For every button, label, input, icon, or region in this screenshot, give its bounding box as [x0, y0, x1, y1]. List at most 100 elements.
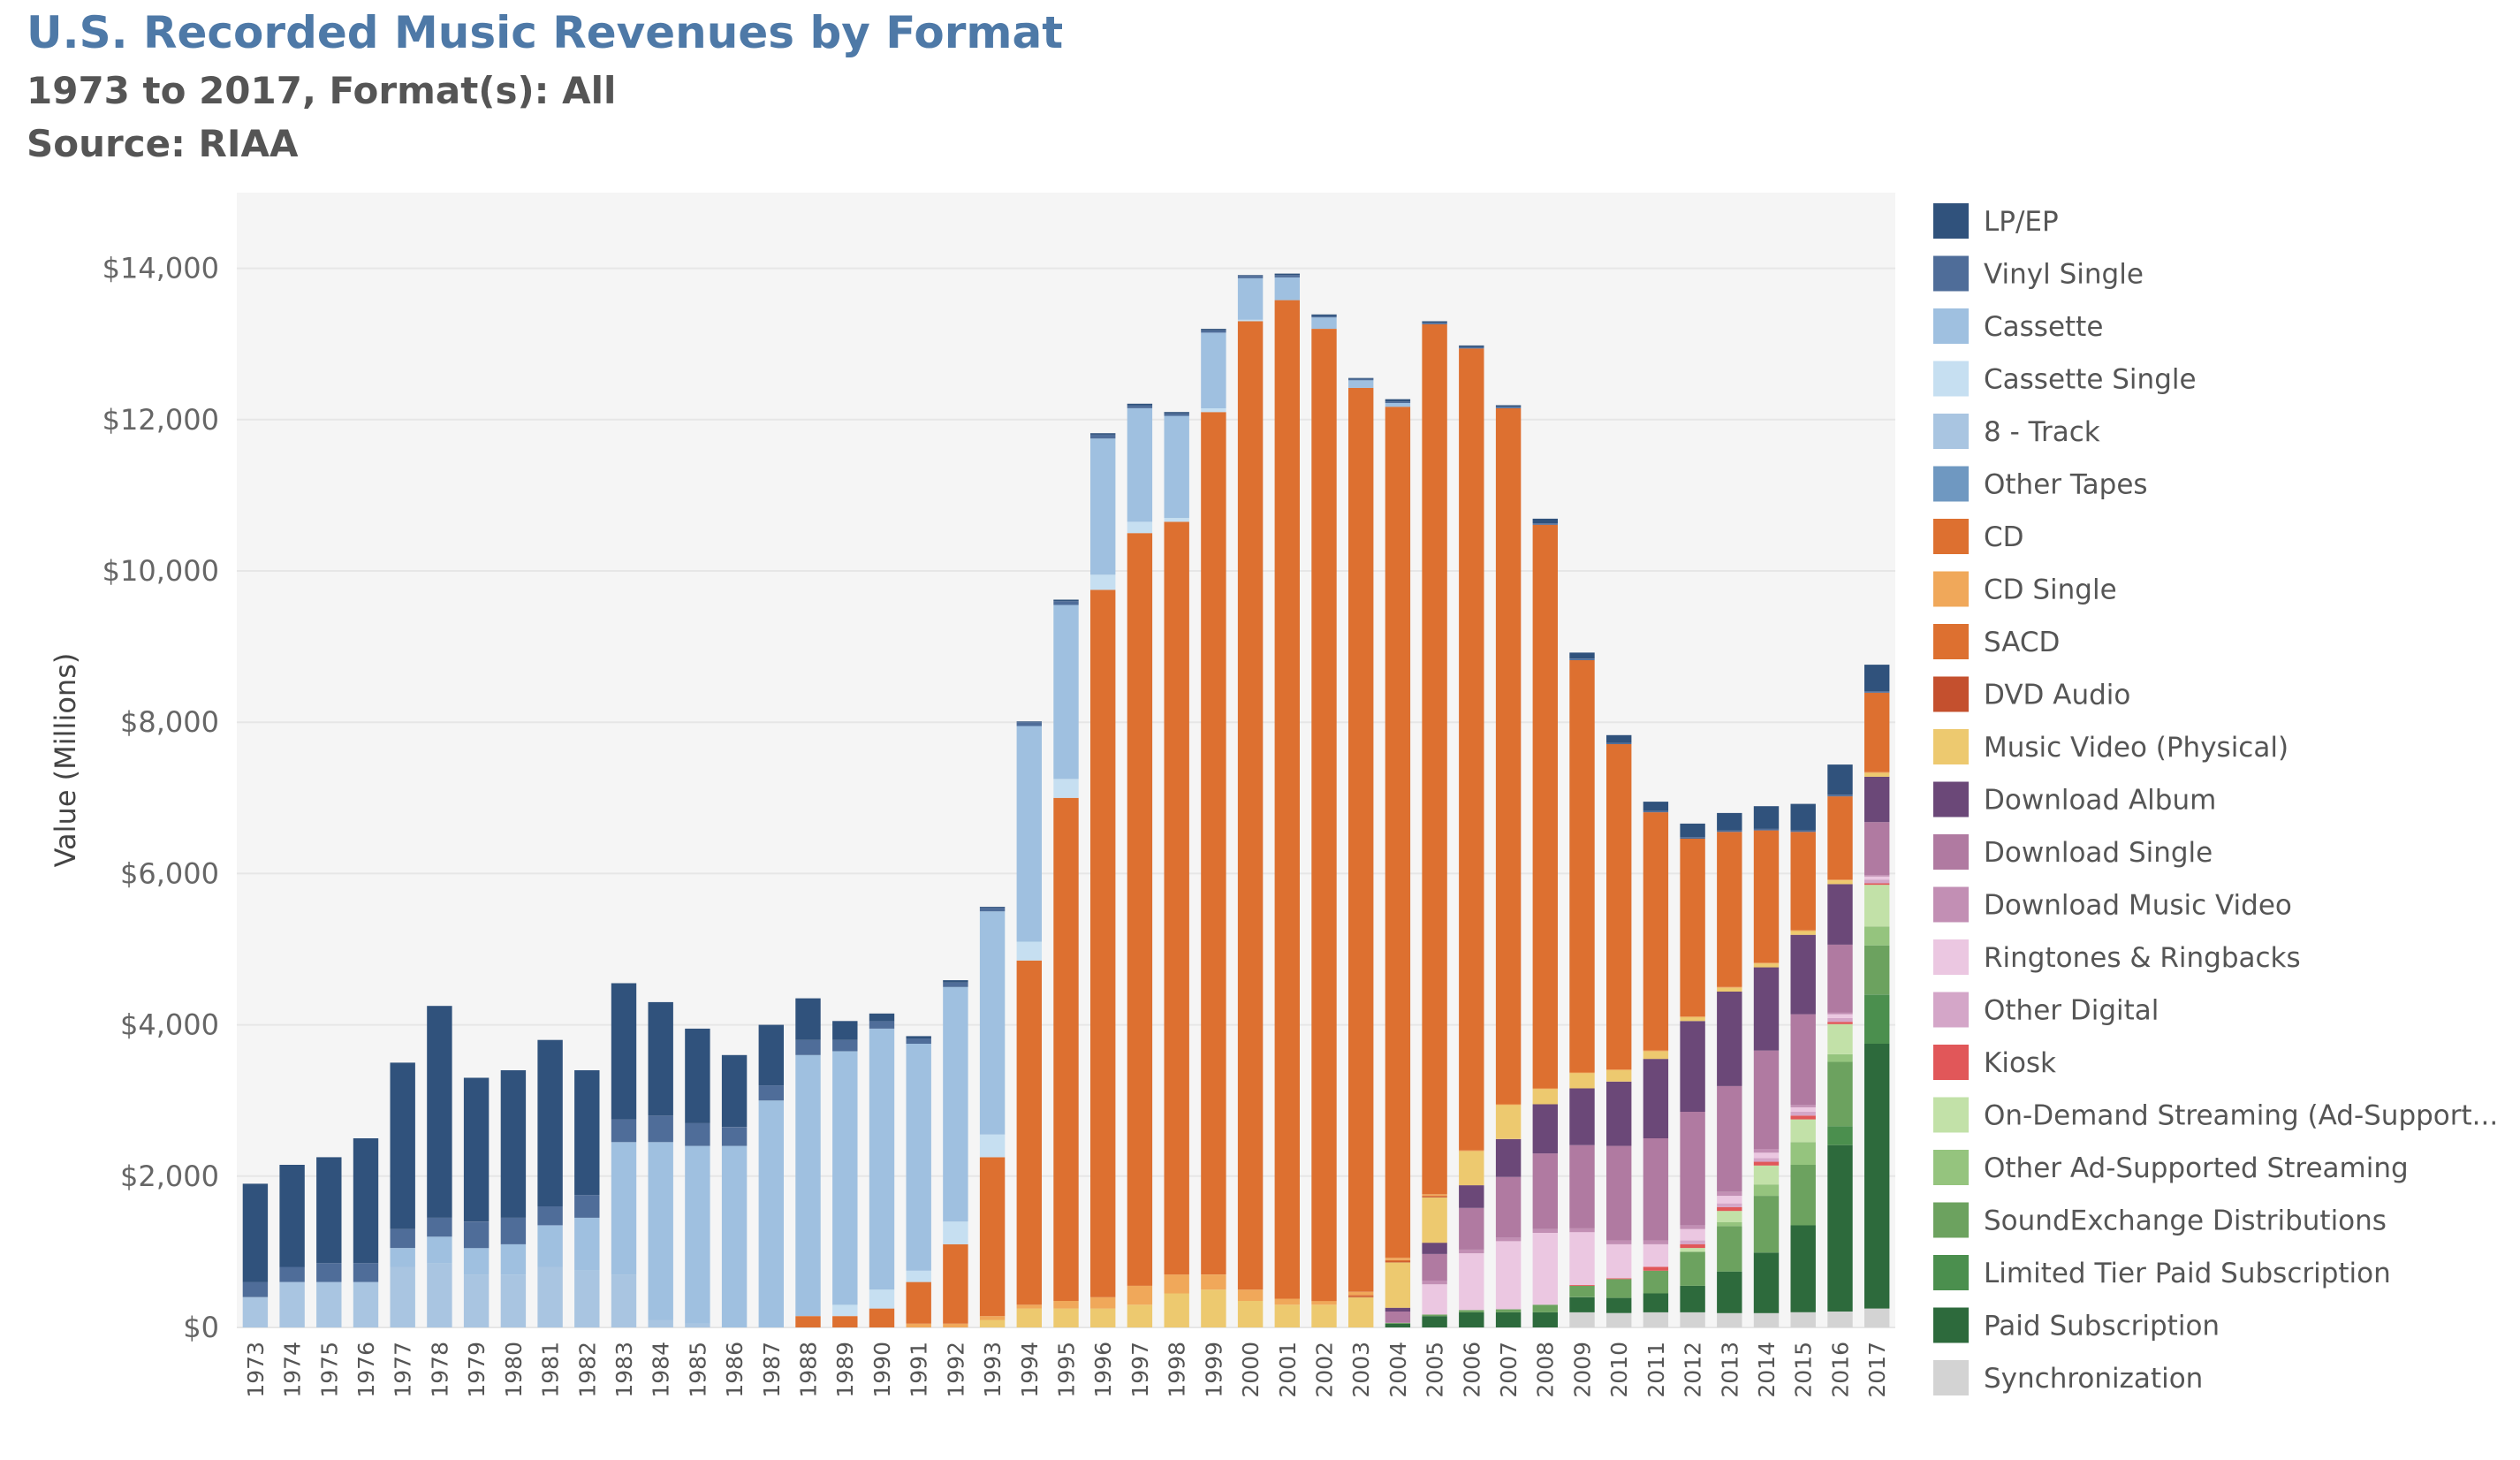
bar-segment[interactable]	[390, 1248, 415, 1267]
legend-item[interactable]: SACD	[1933, 624, 2060, 659]
legend-item[interactable]: Kiosk	[1933, 1045, 2056, 1080]
bar-segment[interactable]	[1422, 1254, 1447, 1281]
bar-segment[interactable]	[1680, 823, 1705, 838]
bar-segment[interactable]	[1717, 1085, 1742, 1192]
bar-segment[interactable]	[1717, 1222, 1742, 1227]
bar-segment[interactable]	[758, 1085, 784, 1101]
bar-segment[interactable]	[1643, 1266, 1669, 1271]
bar-segment[interactable]	[1385, 1262, 1411, 1308]
bar-segment[interactable]	[1201, 1289, 1226, 1327]
bar-segment[interactable]	[906, 1044, 931, 1271]
bar-segment[interactable]	[1790, 803, 1816, 831]
bar-segment[interactable]	[979, 1316, 1006, 1320]
bar-segment[interactable]	[943, 982, 968, 987]
bar-segment[interactable]	[832, 1304, 858, 1317]
bar-segment[interactable]	[869, 1013, 895, 1022]
bar-segment[interactable]	[537, 1039, 563, 1206]
bar-segment[interactable]	[1532, 1228, 1558, 1233]
bar-segment[interactable]	[1569, 1285, 1595, 1297]
bar-segment[interactable]	[1459, 1207, 1484, 1250]
bar-segment[interactable]	[906, 1281, 931, 1324]
bar-segment[interactable]	[1459, 1249, 1484, 1254]
bar-segment[interactable]	[1680, 1240, 1705, 1244]
bar-segment[interactable]	[1790, 1142, 1816, 1165]
bar-segment[interactable]	[1753, 1152, 1780, 1159]
bar-segment[interactable]	[1348, 377, 1374, 379]
legend-item[interactable]: Ringtones & Ringbacks	[1933, 939, 2301, 975]
bar-segment[interactable]	[943, 1243, 968, 1324]
bar-segment[interactable]	[1864, 691, 1890, 693]
bar-segment[interactable]	[943, 986, 968, 1222]
bar-segment[interactable]	[795, 1039, 821, 1055]
bar-segment[interactable]	[1495, 1241, 1522, 1310]
bar-segment[interactable]	[1201, 1274, 1226, 1290]
bar-segment[interactable]	[648, 1142, 673, 1320]
bar-segment[interactable]	[1422, 1194, 1447, 1196]
bar-segment[interactable]	[1495, 1176, 1522, 1238]
bar-segment[interactable]	[1827, 1061, 1853, 1127]
bar-segment[interactable]	[1753, 1161, 1780, 1166]
bar-segment[interactable]	[1790, 1119, 1816, 1143]
bar-segment[interactable]	[1422, 1196, 1447, 1197]
bar-segment[interactable]	[1680, 1112, 1705, 1226]
bar-segment[interactable]	[1385, 1261, 1411, 1263]
legend-item[interactable]: Paid Subscription	[1933, 1307, 2220, 1343]
bar-segment[interactable]	[1717, 812, 1742, 831]
bar-segment[interactable]	[1606, 1081, 1632, 1146]
bar-segment[interactable]	[1016, 722, 1042, 726]
bar-segment[interactable]	[1348, 1291, 1374, 1296]
bar-segment[interactable]	[1532, 1104, 1558, 1154]
bar-segment[interactable]	[427, 1236, 452, 1264]
bar-segment[interactable]	[1643, 1243, 1669, 1267]
bar-segment[interactable]	[1459, 346, 1484, 349]
bar-segment[interactable]	[1680, 1243, 1705, 1249]
bar-segment[interactable]	[1348, 380, 1374, 388]
bar-segment[interactable]	[979, 1134, 1006, 1158]
bar-segment[interactable]	[1237, 1289, 1264, 1301]
bar-segment[interactable]	[1753, 967, 1780, 1051]
bar-segment[interactable]	[1864, 945, 1890, 995]
bar-segment[interactable]	[1053, 605, 1079, 779]
bar-segment[interactable]	[1495, 405, 1522, 407]
bar-segment[interactable]	[463, 1248, 490, 1275]
bar-segment[interactable]	[1164, 414, 1189, 416]
bar-segment[interactable]	[1495, 408, 1522, 1105]
bar-segment[interactable]	[1164, 521, 1189, 1275]
bar-segment[interactable]	[1717, 832, 1742, 987]
legend-item[interactable]: Download Music Video	[1933, 886, 2292, 923]
bar-segment[interactable]	[1790, 1115, 1816, 1120]
bar-segment[interactable]	[979, 1319, 1006, 1327]
bar-segment[interactable]	[1274, 277, 1300, 300]
bar-segment[interactable]	[1495, 1105, 1522, 1139]
bar-segment[interactable]	[1753, 962, 1780, 964]
bar-segment[interactable]	[537, 1206, 563, 1226]
bar-segment[interactable]	[1680, 1312, 1705, 1327]
bar-segment[interactable]	[1422, 1197, 1447, 1243]
bar-segment[interactable]	[390, 1062, 415, 1229]
bar-segment[interactable]	[390, 1266, 415, 1328]
legend-item[interactable]: CD	[1933, 519, 2024, 554]
bar-segment[interactable]	[1532, 1088, 1558, 1090]
bar-segment[interactable]	[1790, 1165, 1816, 1226]
bar-segment[interactable]	[1016, 1308, 1042, 1327]
bar-segment[interactable]	[1495, 1309, 1522, 1312]
bar-segment[interactable]	[1053, 1301, 1079, 1309]
bar-segment[interactable]	[1385, 1258, 1411, 1260]
bar-segment[interactable]	[500, 1243, 527, 1274]
bar-segment[interactable]	[353, 1138, 379, 1264]
bar-segment[interactable]	[1532, 1089, 1558, 1105]
bar-segment[interactable]	[1053, 599, 1079, 602]
bar-segment[interactable]	[979, 911, 1006, 1135]
bar-segment[interactable]	[611, 983, 637, 1120]
bar-segment[interactable]	[1864, 772, 1890, 773]
bar-segment[interactable]	[1864, 776, 1890, 823]
bar-segment[interactable]	[1459, 1150, 1484, 1152]
bar-segment[interactable]	[242, 1281, 269, 1297]
bar-segment[interactable]	[1717, 830, 1742, 833]
bar-segment[interactable]	[1459, 1151, 1484, 1186]
bar-segment[interactable]	[1864, 1308, 1890, 1327]
bar-segment[interactable]	[1532, 1153, 1558, 1229]
bar-segment[interactable]	[1717, 1226, 1742, 1272]
bar-segment[interactable]	[1459, 1310, 1484, 1312]
bar-segment[interactable]	[1164, 412, 1189, 414]
